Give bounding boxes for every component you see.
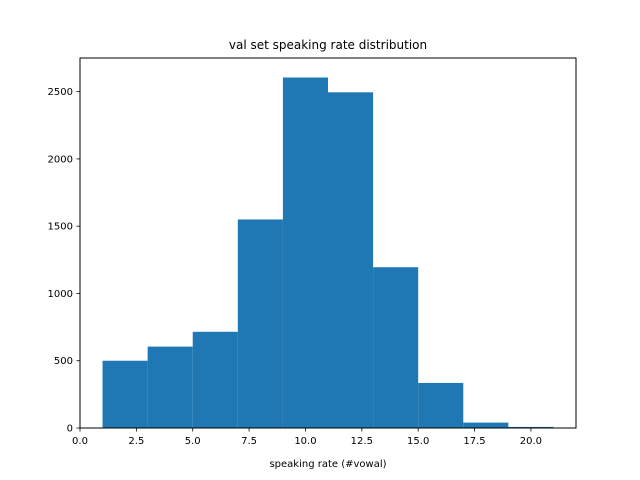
- histogram-bar-3: [192, 331, 238, 428]
- histogram-bar-4: [237, 219, 283, 428]
- chart-title: val set speaking rate distribution: [229, 38, 427, 52]
- x-axis-label: speaking rate (#vowal): [269, 459, 386, 470]
- y-tick-label-2: 500: [54, 356, 73, 367]
- histogram-bar-9: [463, 422, 509, 428]
- y-tick-label-4: 1500: [48, 222, 73, 233]
- x-tick-label-6: 12.5: [351, 436, 373, 447]
- histogram-bar-7: [373, 267, 419, 428]
- histogram-bar-2: [147, 346, 193, 428]
- histogram-bar-6: [328, 92, 374, 429]
- histogram-bars: [102, 77, 554, 429]
- x-axis-ticks: 0.0 2.5 5.0 7.5 10.0 12.5 15.0 17.5 20.0: [72, 428, 542, 447]
- x-tick-label-4: 7.5: [241, 436, 257, 447]
- x-tick-label-1: 0.0: [72, 436, 88, 447]
- y-tick-label-1: 0: [67, 424, 73, 435]
- y-tick-label-6: 2500: [48, 87, 73, 98]
- x-tick-label-5: 10.0: [294, 436, 316, 447]
- x-tick-label-7: 15.0: [407, 436, 429, 447]
- histogram-bar-8: [418, 382, 464, 428]
- x-tick-label-8: 17.5: [463, 436, 485, 447]
- histogram-bar-1: [102, 360, 148, 428]
- histogram-bar-5: [282, 77, 328, 428]
- histogram-bar-10: [508, 426, 554, 428]
- y-tick-label-3: 1000: [48, 289, 73, 300]
- x-tick-label-3: 5.0: [185, 436, 201, 447]
- x-tick-label-9: 20.0: [520, 436, 542, 447]
- plot-frame: [79, 57, 577, 429]
- y-tick-label-5: 2000: [48, 154, 73, 165]
- y-axis-ticks: 0 500 1000 1500 2000 2500: [48, 87, 80, 435]
- x-tick-label-2: 2.5: [128, 436, 144, 447]
